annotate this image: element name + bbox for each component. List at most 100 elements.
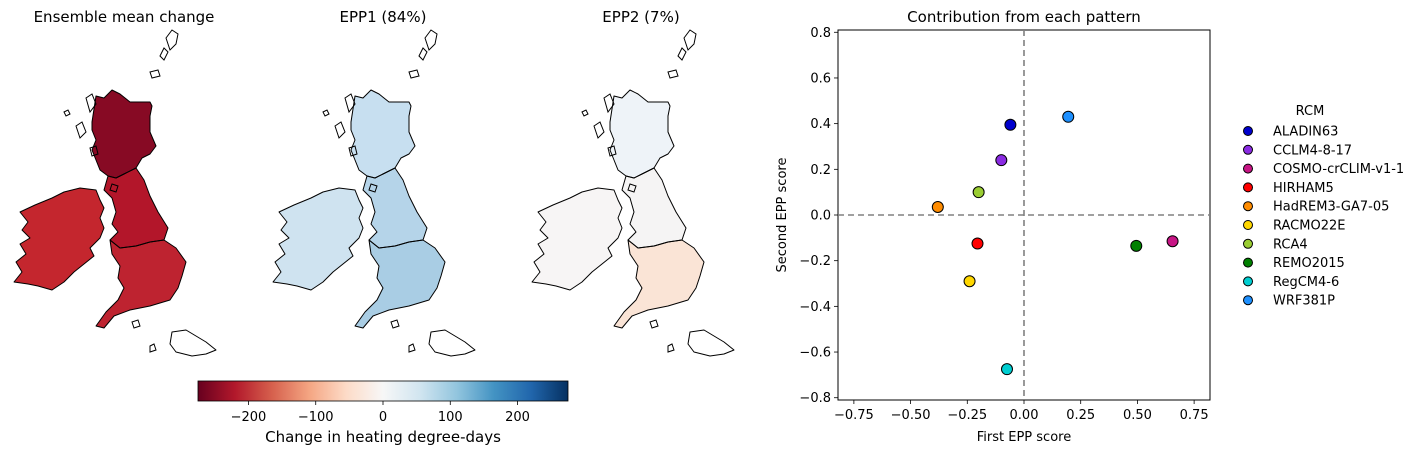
map-coastline-1 [609, 89, 675, 179]
legend-marker [1243, 238, 1253, 249]
legend-marker [1243, 144, 1253, 155]
map-island-8 [667, 343, 675, 353]
map-region-northern-ireland [58, 188, 104, 220]
map-island-2 [667, 69, 679, 79]
map-island-5 [322, 109, 330, 117]
map-island-8 [408, 343, 416, 353]
map-island-6 [348, 145, 358, 157]
map-island-4 [593, 121, 605, 139]
map-coastline-4 [687, 329, 735, 357]
point-rca4 [972, 186, 985, 199]
legend-label: RegCM4-6 [1273, 275, 1339, 290]
map-island-4 [75, 121, 87, 139]
point-aladin63 [1004, 118, 1017, 131]
map-region-south-england [614, 240, 704, 328]
map-island-0 [165, 29, 179, 51]
map-title-1: Ensemble mean change [34, 8, 215, 26]
point-racmo22e [963, 275, 976, 288]
map-title-3: EPP2 (7%) [602, 8, 679, 26]
y-tick-label: 0.2 [810, 163, 831, 178]
legend: RCM ALADIN63 CCLM4-8-17 COSMO-crCLIM-v1-1 H… [1243, 104, 1404, 309]
map-island-0 [683, 29, 697, 51]
map-island-7 [109, 183, 119, 193]
colorbar-tick-label: 200 [505, 410, 530, 425]
y-tick-label: 0.0 [810, 209, 831, 224]
map-island-3 [603, 93, 615, 114]
legend-marker [1243, 126, 1253, 136]
chart-title: Contribution from each pattern [907, 8, 1141, 26]
point-wrf381p [1062, 110, 1075, 123]
x-tick-label: −0.50 [891, 408, 931, 423]
map-island-9 [649, 319, 659, 329]
map-island-0 [424, 29, 438, 51]
legend-label: COSMO-crCLIM-v1-1 [1273, 162, 1404, 177]
map-island-8 [149, 343, 157, 353]
x-tick-label: 0.50 [1123, 408, 1152, 423]
map-island-4 [334, 121, 346, 139]
map-island-7 [627, 183, 637, 193]
legend-label: RACMO22E [1273, 219, 1345, 234]
map-region-northern-ireland [317, 188, 363, 220]
legend-item-racmo22e: RACMO22E [1243, 219, 1345, 234]
map-title-2: EPP1 (84%) [340, 8, 427, 26]
legend-item-rca4: RCA4 [1243, 237, 1308, 252]
point-regcm4-6 [1000, 363, 1013, 376]
legend-marker [1243, 163, 1253, 174]
x-tick-label: −0.75 [834, 408, 874, 423]
legend-item-wrf381p: WRF381P [1243, 294, 1335, 309]
map-region-north-england [622, 168, 686, 248]
x-tick-label: −0.25 [947, 408, 987, 423]
legend-marker [1243, 201, 1253, 212]
map-region-scotland [351, 90, 415, 178]
y-tick-label: 0.8 [810, 26, 831, 41]
map-island-1 [418, 47, 428, 61]
y-tick-label: 0.4 [810, 117, 831, 132]
map-region-north-england [104, 168, 168, 248]
map-island-3 [85, 93, 97, 114]
y-tick-label: −0.4 [799, 300, 831, 315]
map-region-scotland [92, 90, 156, 178]
x-tick-label: 0.75 [1180, 408, 1209, 423]
legend-item-hadrem3-ga7-05: HadREM3-GA7-05 [1243, 200, 1389, 215]
map-coastline-3 [354, 239, 446, 329]
map-panel-3 [531, 29, 735, 357]
map-island-7 [368, 183, 378, 193]
colorbar-tick-label: 100 [438, 410, 463, 425]
map-island-6 [89, 145, 99, 157]
legend-marker [1243, 182, 1253, 193]
colorbar-tick-label: −100 [298, 410, 334, 425]
legend-title: RCM [1296, 104, 1325, 119]
map-island-2 [408, 69, 420, 79]
map-region-south-england [96, 240, 186, 328]
map-coastline-0 [13, 187, 105, 291]
map-island-1 [677, 47, 687, 61]
map-coastline-1 [91, 89, 157, 179]
map-region-north-england [363, 168, 427, 248]
legend-label: REMO2015 [1273, 256, 1345, 271]
colorbar-tick-label: −200 [231, 410, 267, 425]
map-island-1 [159, 47, 169, 61]
map-island-6 [607, 145, 617, 157]
map-panel-1 [13, 29, 217, 357]
map-island-3 [344, 93, 356, 114]
colorbar-label: Change in heating degree-days [265, 428, 501, 446]
legend-item-cclm4-8-17: CCLM4-8-17 [1243, 143, 1352, 158]
colorbar-tick-label: 0 [379, 410, 387, 425]
map-island-5 [581, 109, 589, 117]
y-tick-label: −0.2 [799, 254, 831, 269]
y-tick-label: 0.6 [810, 71, 831, 86]
legend-marker [1243, 257, 1253, 268]
point-hadrem3-ga7-05 [931, 201, 944, 214]
map-panel-2 [272, 29, 476, 357]
legend-marker [1243, 220, 1253, 230]
x-axis-label: First EPP score [977, 430, 1071, 445]
map-island-2 [149, 69, 161, 79]
point-hirham5 [971, 237, 984, 250]
y-axis-label: Second EPP score [775, 158, 790, 273]
legend-marker [1243, 276, 1253, 287]
point-cclm4-8-17 [995, 154, 1008, 167]
legend-label: ALADIN63 [1273, 125, 1338, 140]
y-tick-label: −0.6 [799, 346, 831, 361]
legend-item-regcm4-6: RegCM4-6 [1243, 275, 1339, 290]
